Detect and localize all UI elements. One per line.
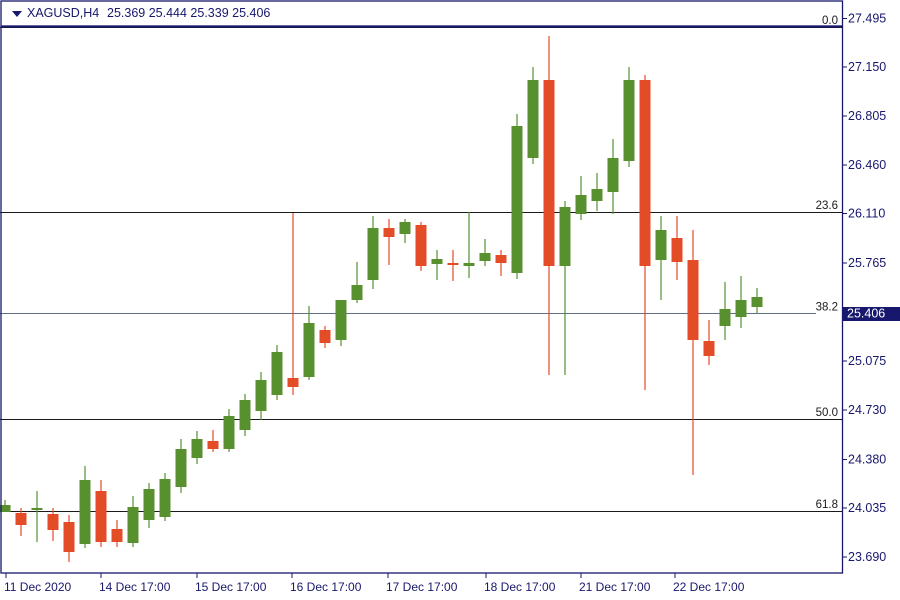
svg-text:17 Dec 17:00: 17 Dec 17:00 [386, 580, 458, 594]
svg-text:23.690: 23.690 [848, 550, 886, 564]
svg-text:15 Dec 17:00: 15 Dec 17:00 [195, 580, 267, 594]
svg-text:22 Dec 17:00: 22 Dec 17:00 [673, 580, 745, 594]
svg-text:24.380: 24.380 [848, 453, 886, 467]
svg-text:27.495: 27.495 [848, 12, 886, 26]
svg-text:24.035: 24.035 [848, 501, 886, 515]
svg-text:61.8: 61.8 [816, 499, 838, 511]
svg-text:XAGUSD,H4: XAGUSD,H4 [27, 6, 99, 20]
svg-text:16 Dec 17:00: 16 Dec 17:00 [290, 580, 362, 594]
svg-text:26.805: 26.805 [848, 109, 886, 123]
svg-text:18 Dec 17:00: 18 Dec 17:00 [484, 580, 556, 594]
svg-text:26.110: 26.110 [848, 207, 885, 221]
svg-text:50.0: 50.0 [816, 407, 838, 419]
svg-text:27.150: 27.150 [848, 60, 886, 74]
svg-text:25.075: 25.075 [848, 354, 886, 368]
svg-text:25.765: 25.765 [848, 256, 886, 270]
svg-text:26.460: 26.460 [848, 158, 886, 172]
svg-text:21 Dec 17:00: 21 Dec 17:00 [579, 580, 651, 594]
svg-text:11 Dec 2020: 11 Dec 2020 [4, 580, 71, 594]
svg-text:25.406: 25.406 [847, 307, 885, 321]
svg-text:24.730: 24.730 [848, 403, 886, 417]
svg-text:25.369 25.444 25.339 25.406: 25.369 25.444 25.339 25.406 [107, 6, 270, 20]
svg-text:14 Dec 17:00: 14 Dec 17:00 [99, 580, 171, 594]
svg-text:0.0: 0.0 [822, 15, 838, 27]
svg-text:23.6: 23.6 [816, 200, 838, 212]
svg-text:38.2: 38.2 [816, 302, 838, 314]
